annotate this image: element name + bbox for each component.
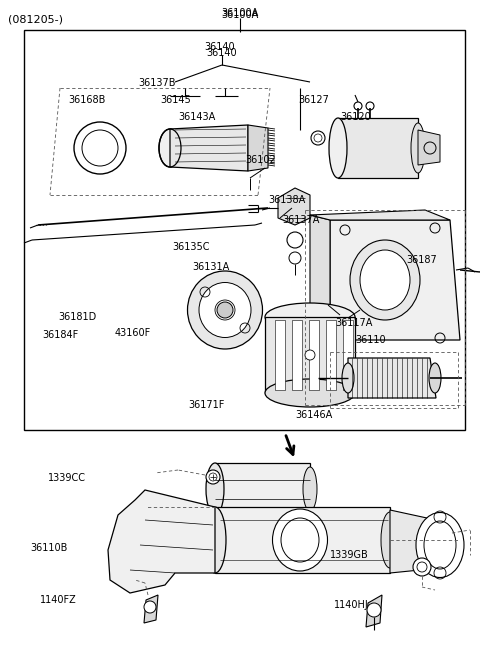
Circle shape (314, 134, 322, 142)
Polygon shape (275, 320, 285, 390)
Text: 36127: 36127 (298, 95, 329, 105)
Polygon shape (326, 320, 336, 390)
Text: 36138A: 36138A (268, 195, 305, 205)
Text: 1140HJ: 1140HJ (334, 600, 369, 610)
Text: 36145: 36145 (160, 95, 191, 105)
Circle shape (367, 603, 381, 617)
Text: 36168B: 36168B (68, 95, 106, 105)
Text: 36187: 36187 (406, 255, 437, 265)
Polygon shape (292, 320, 302, 390)
Ellipse shape (350, 240, 420, 320)
Ellipse shape (265, 379, 355, 407)
Ellipse shape (199, 283, 251, 337)
Ellipse shape (329, 118, 347, 178)
Text: 36102: 36102 (245, 155, 276, 165)
Text: 36181D: 36181D (58, 312, 96, 322)
Ellipse shape (206, 463, 224, 515)
Text: 36137B: 36137B (138, 78, 176, 88)
Polygon shape (108, 490, 215, 593)
Circle shape (144, 601, 156, 613)
Circle shape (366, 102, 374, 110)
Circle shape (417, 562, 427, 572)
Ellipse shape (281, 518, 319, 562)
Text: 36171F: 36171F (188, 400, 224, 410)
Circle shape (217, 302, 233, 318)
Polygon shape (278, 188, 310, 225)
Polygon shape (310, 210, 450, 220)
Polygon shape (215, 463, 310, 515)
Circle shape (287, 232, 303, 248)
Polygon shape (348, 358, 436, 398)
Polygon shape (144, 595, 158, 623)
Circle shape (82, 130, 118, 166)
Ellipse shape (424, 521, 456, 569)
Ellipse shape (215, 300, 235, 320)
Polygon shape (265, 317, 355, 393)
Polygon shape (366, 595, 382, 627)
Ellipse shape (273, 509, 327, 571)
Text: 36140: 36140 (204, 42, 235, 52)
Ellipse shape (159, 129, 181, 167)
Text: 36135C: 36135C (172, 242, 209, 252)
Text: 36140: 36140 (207, 48, 237, 58)
Text: 36137A: 36137A (282, 215, 319, 225)
Ellipse shape (416, 512, 464, 577)
Ellipse shape (360, 250, 410, 310)
Circle shape (74, 122, 126, 174)
Ellipse shape (303, 467, 317, 511)
Text: 36110: 36110 (355, 335, 385, 345)
Circle shape (305, 350, 315, 360)
Text: 36131A: 36131A (192, 262, 229, 272)
Bar (24, 30, 465, 430)
Ellipse shape (411, 123, 425, 173)
Text: 36100A: 36100A (221, 8, 259, 18)
Circle shape (413, 558, 431, 576)
Circle shape (206, 470, 220, 484)
Polygon shape (310, 215, 330, 350)
Text: 1339GB: 1339GB (330, 550, 369, 560)
Text: 36117A: 36117A (335, 318, 372, 328)
Text: 36146A: 36146A (295, 410, 332, 420)
Polygon shape (330, 220, 460, 340)
Circle shape (289, 252, 301, 264)
Polygon shape (418, 130, 440, 165)
Text: 36143A: 36143A (178, 112, 215, 122)
Text: 1140FZ: 1140FZ (40, 595, 77, 605)
Text: 36120: 36120 (340, 112, 371, 122)
Polygon shape (170, 125, 248, 171)
Text: 43160F: 43160F (115, 328, 151, 338)
Ellipse shape (204, 507, 226, 573)
Ellipse shape (429, 363, 441, 393)
Polygon shape (309, 320, 319, 390)
Polygon shape (215, 507, 390, 573)
Circle shape (209, 473, 217, 481)
Polygon shape (248, 125, 268, 171)
Polygon shape (343, 320, 353, 390)
Circle shape (354, 102, 362, 110)
Text: 36100A: 36100A (221, 10, 259, 20)
Polygon shape (338, 118, 418, 178)
Text: 36184F: 36184F (42, 330, 78, 340)
Ellipse shape (342, 363, 354, 393)
Ellipse shape (188, 271, 263, 349)
Polygon shape (390, 510, 450, 573)
Ellipse shape (265, 303, 355, 331)
Text: (081205-): (081205-) (8, 14, 63, 24)
Text: 1339CC: 1339CC (48, 473, 86, 483)
Ellipse shape (381, 512, 399, 568)
Circle shape (311, 131, 325, 145)
Text: 36110B: 36110B (30, 543, 67, 553)
